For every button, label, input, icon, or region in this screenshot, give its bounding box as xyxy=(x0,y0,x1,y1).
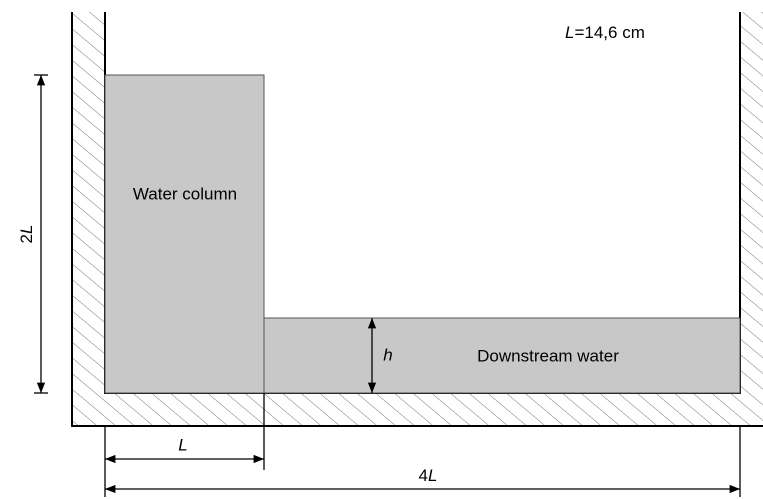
symbol: L xyxy=(565,23,574,42)
downstream-water xyxy=(263,317,741,394)
downstream-label: Downstream water xyxy=(477,346,619,365)
column-label: Water column xyxy=(133,184,237,203)
factor: 2 xyxy=(17,234,36,243)
symbol: L xyxy=(428,466,437,485)
symbol: L xyxy=(17,225,36,234)
depth-label: h xyxy=(383,345,392,364)
tank-length-label: 4L xyxy=(419,466,438,485)
column-height-label: 2L xyxy=(17,225,36,244)
value: =14,6 cm xyxy=(574,23,644,42)
column-width-label: L xyxy=(178,435,187,454)
factor: 4 xyxy=(419,466,428,485)
tank-outer-edge xyxy=(71,12,763,427)
length-annotation: L=14,6 cm xyxy=(565,23,645,42)
water-column xyxy=(104,74,265,394)
